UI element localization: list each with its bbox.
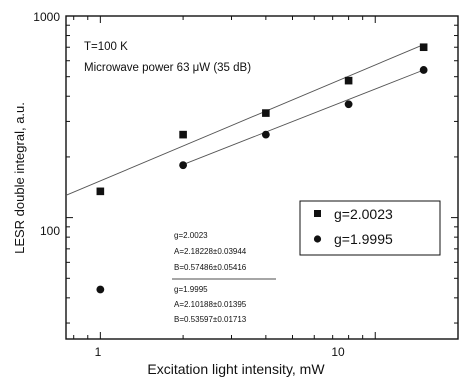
annotation-microwave-power: Microwave power 63 μW (35 dB) [84,62,251,74]
legend: g=2.0023 g=1.9995 [299,200,441,256]
annotation-temperature: T=100 K [84,41,128,53]
plot-frame [65,15,459,340]
legend-marker-square [314,210,321,217]
axis-ticks [66,15,459,339]
legend-label-g2-0023: g=2.0023 [334,206,393,222]
fit1-B: B=0.57486±0.05416 [174,263,247,272]
data-markers [96,43,428,294]
x-tick-label-1: 1 [95,345,102,359]
data-point-series-1 [179,161,187,170]
fit1-label: g=2.0023 [174,231,208,240]
x-tick-label-10: 10 [331,345,345,359]
y-axis-label: LESR double integral, a.u. [12,102,27,254]
y-tick-label-100: 100 [40,224,60,238]
fit2-B: B=0.53597±0.01713 [174,315,247,324]
data-point-series-0 [262,109,270,117]
data-point-series-1 [344,100,353,109]
fit2-A: A=2.10188±0.01395 [174,300,247,309]
x-axis-label: Excitation light intensity, mW [147,361,325,377]
legend-marker-circle [313,235,322,243]
legend-label-g1-9995: g=1.9995 [334,231,393,247]
data-point-series-1 [261,130,270,139]
legend-box [299,200,441,256]
y-tick-label-1000: 1000 [33,10,60,24]
fit1-A: A=2.18228±0.03944 [174,247,247,256]
fit-line-series-0 [65,44,424,196]
data-point-series-0 [179,130,187,139]
data-point-series-0 [344,76,353,85]
data-point-series-0 [419,43,428,52]
fit-line-series-1 [182,69,424,165]
fit2-label: g=1.9995 [174,285,208,294]
data-point-series-1 [96,285,105,294]
data-point-series-1 [419,66,428,74]
data-point-series-0 [96,187,105,196]
fit-lines [65,44,424,196]
